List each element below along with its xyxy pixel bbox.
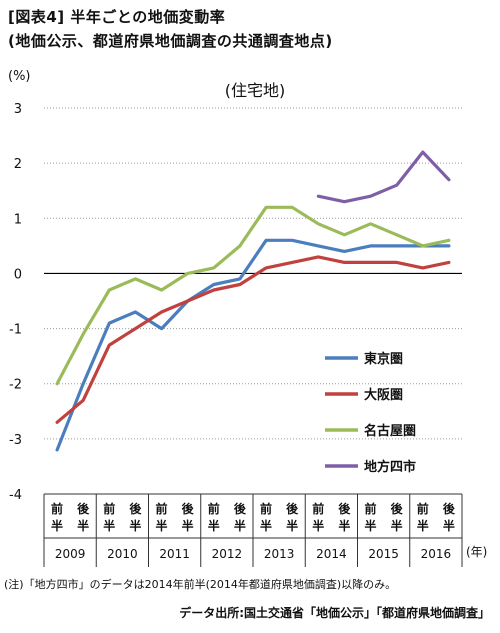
series-line [55,205,451,386]
x-half-label: 後 [182,501,195,516]
x-half-label: 後 [234,501,247,516]
x-half-label: 半 [338,518,350,533]
x-half-label: 半 [77,518,89,533]
x-year-label: 2009 [55,547,86,561]
panel-title: (住宅地) [225,81,286,100]
x-year-label: 2011 [159,547,190,561]
x-half-label: 後 [338,501,351,516]
x-half-label: 前 [365,501,377,516]
y-axis-unit: (%) [8,69,31,84]
x-year-label: 2015 [368,547,399,561]
x-year-label: 2010 [107,547,138,561]
y-tick-label: -3 [9,433,22,448]
chart-title-line2: (地価公示、都道府県地価調査の共通調査地点) [8,32,333,50]
y-tick-label: -2 [9,378,22,393]
x-half-label: 前 [417,501,429,516]
x-half-label: 半 [286,518,298,533]
x-half-label: 半 [417,518,429,533]
series-line [55,238,451,452]
x-half-label: 半 [365,518,377,533]
x-half-label: 前 [208,501,220,516]
x-half-label: 前 [103,501,115,516]
x-half-label: 前 [51,501,63,516]
x-half-label: 半 [103,518,115,533]
x-half-label: 半 [443,518,455,533]
x-half-label: 後 [286,501,299,516]
y-tick-label: 2 [14,157,22,172]
y-tick-label: 3 [14,102,22,117]
x-half-label: 前 [312,501,324,516]
x-half-label: 半 [156,518,168,533]
series-line [55,255,451,424]
x-year-label: 2014 [316,547,347,561]
y-tick-label: 0 [14,267,22,282]
legend-label: 東京圏 [364,351,403,367]
x-half-label: 後 [129,501,142,516]
x-half-label: 半 [182,518,194,533]
y-tick-label: -4 [9,488,22,503]
x-half-label: 半 [129,518,141,533]
x-half-label: 後 [443,501,456,516]
x-half-label: 前 [260,501,272,516]
x-half-label: 半 [312,518,324,533]
legend-label: 名古屋圏 [364,423,416,439]
x-half-label: 半 [51,518,63,533]
x-half-label: 後 [391,501,404,516]
x-half-label: 半 [391,518,403,533]
x-year-label: 2013 [264,547,295,561]
series-line [316,150,451,204]
x-half-label: 半 [260,518,272,533]
source-note: データ出所:国土交通省「地価公示」「都道府県地価調査」 [179,606,490,620]
y-tick-label: -1 [9,323,22,338]
x-half-label: 前 [156,501,168,516]
x-year-label: 2016 [421,547,452,561]
legend-label: 大阪圏 [364,387,403,403]
footnote: (注)「地方四市」のデータは2014年前半(2014年都道府県地価調査)以降のみ… [4,578,397,591]
legend-label: 地方四市 [364,459,416,475]
x-half-label: 半 [234,518,246,533]
x-year-label: 2012 [212,547,243,561]
x-half-label: 後 [77,501,90,516]
x-half-label: 半 [208,518,220,533]
y-tick-label: 1 [14,212,22,227]
chart-title-line1: [図表4] 半年ごとの地価変動率 [8,8,226,26]
x-axis-unit: (年) [466,545,487,559]
